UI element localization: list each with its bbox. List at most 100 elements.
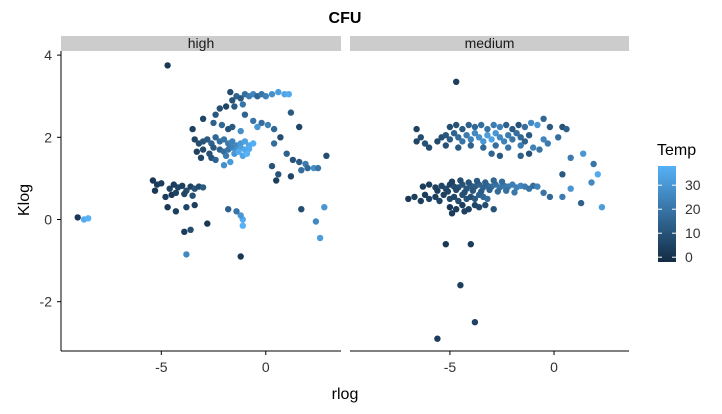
data-point — [179, 182, 186, 189]
data-point — [245, 145, 253, 152]
panel-medium: medium -5 0 — [350, 35, 629, 375]
data-point — [210, 119, 217, 127]
y-tick-label: -2 — [40, 294, 53, 310]
data-point — [277, 134, 284, 141]
data-point — [193, 148, 200, 155]
data-point — [490, 177, 497, 184]
data-point — [480, 138, 487, 145]
data-point — [536, 146, 543, 153]
data-point — [461, 189, 468, 196]
data-point — [434, 187, 441, 194]
data-point — [488, 136, 495, 143]
data-point — [448, 210, 456, 217]
x-ticks-medium: -5 0 — [444, 351, 558, 375]
data-point — [467, 136, 474, 143]
data-point — [496, 134, 504, 141]
data-point — [270, 140, 278, 147]
data-point — [316, 234, 324, 242]
data-point — [494, 188, 501, 195]
data-point — [413, 138, 420, 145]
data-point — [505, 144, 512, 151]
data-point — [237, 95, 244, 102]
data-point — [85, 215, 92, 222]
data-point — [530, 144, 537, 151]
data-point — [567, 185, 574, 192]
data-point — [488, 150, 495, 157]
data-point — [162, 193, 169, 201]
data-point — [563, 125, 570, 133]
data-point — [74, 214, 81, 221]
data-point — [241, 111, 249, 118]
data-point — [455, 144, 462, 151]
data-point — [442, 142, 449, 149]
data-point — [275, 88, 282, 96]
data-point — [233, 208, 240, 215]
legend-title: Temp — [657, 142, 696, 159]
data-point — [268, 162, 276, 170]
data-point — [517, 134, 524, 141]
data-point — [505, 132, 512, 139]
data-point — [457, 177, 464, 184]
y-axis-title: Klog — [16, 184, 33, 216]
data-point — [181, 228, 188, 235]
y-ticks: -2 0 2 4 — [40, 47, 61, 310]
data-point — [258, 119, 265, 127]
x-axis-title: rlog — [332, 386, 359, 403]
data-point — [250, 117, 257, 125]
data-point — [268, 91, 276, 98]
data-point — [421, 191, 429, 198]
data-point — [555, 134, 562, 141]
data-point — [264, 121, 272, 129]
data-point — [453, 206, 460, 213]
data-point — [183, 251, 190, 258]
data-point — [527, 119, 535, 127]
data-point — [490, 121, 497, 129]
data-point — [222, 152, 230, 159]
data-point — [473, 177, 481, 185]
data-point — [204, 220, 211, 227]
legend-tick-label: 30 — [685, 177, 701, 193]
data-point — [450, 130, 458, 137]
data-point — [183, 204, 190, 211]
data-point — [511, 189, 518, 196]
data-point — [199, 184, 207, 191]
data-point — [199, 115, 207, 123]
data-point — [446, 123, 454, 131]
data-point — [197, 154, 205, 161]
legend-colorbar — [658, 166, 676, 262]
points-high — [74, 62, 330, 260]
data-point — [442, 241, 449, 248]
data-point — [164, 204, 171, 211]
data-point — [453, 121, 460, 129]
data-point — [484, 195, 491, 203]
data-point — [567, 154, 574, 161]
data-point — [534, 121, 541, 129]
data-point — [459, 138, 466, 145]
data-point — [513, 130, 520, 137]
data-point — [446, 204, 454, 211]
data-point — [471, 130, 479, 137]
data-point — [287, 173, 295, 180]
data-point — [463, 132, 470, 139]
data-point — [425, 195, 433, 203]
data-point — [446, 136, 454, 143]
data-point — [442, 132, 449, 139]
data-point — [509, 136, 516, 143]
data-point — [496, 152, 504, 159]
data-point — [227, 88, 234, 96]
data-point — [212, 111, 219, 118]
data-point — [496, 123, 504, 131]
data-point — [229, 123, 236, 131]
data-point — [270, 125, 278, 133]
data-point — [235, 148, 242, 155]
x-tick-label: -5 — [444, 359, 457, 375]
data-point — [212, 156, 219, 164]
y-tick-label: 0 — [44, 211, 52, 227]
data-point — [172, 189, 180, 196]
data-point — [212, 134, 219, 141]
data-point — [181, 190, 188, 198]
data-point — [544, 140, 551, 147]
data-point — [540, 115, 547, 123]
data-point — [484, 125, 491, 133]
